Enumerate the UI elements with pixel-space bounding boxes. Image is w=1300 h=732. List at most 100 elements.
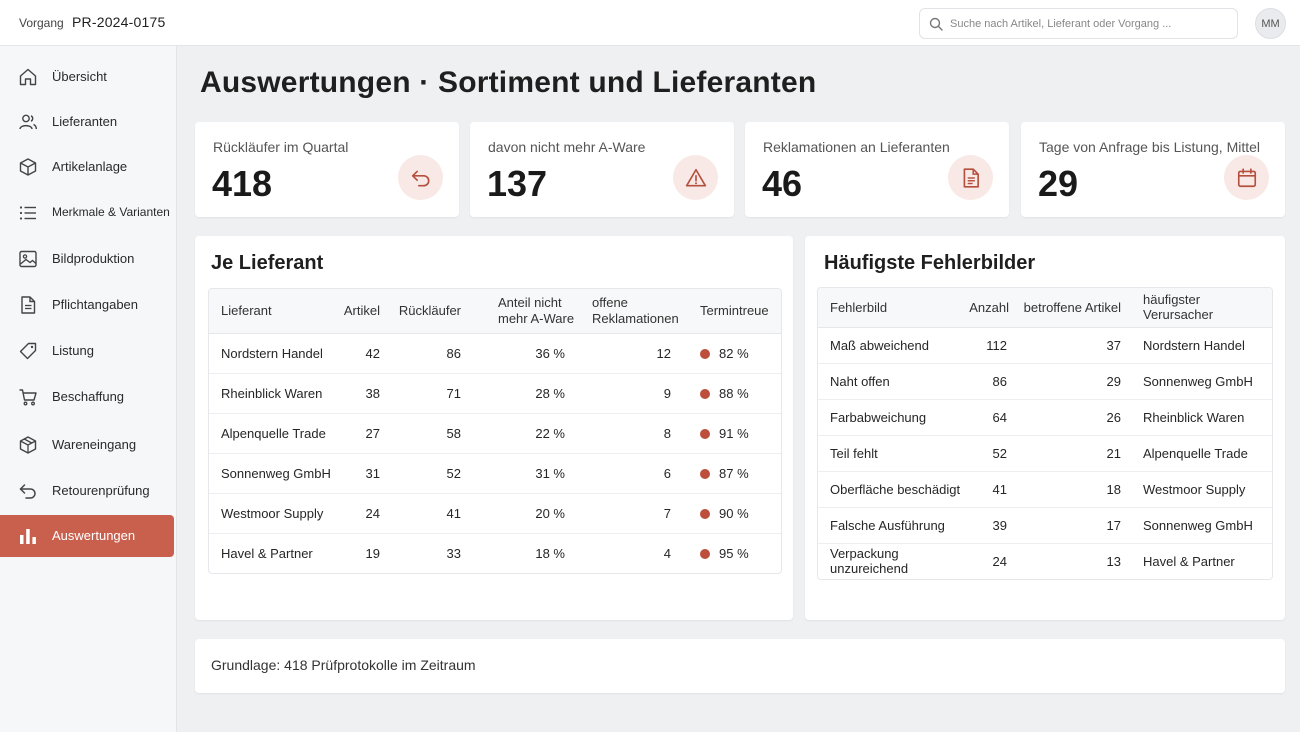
sidebar-item-uebersicht[interactable]: Übersicht <box>0 56 174 98</box>
table-row[interactable]: Sonnenweg GmbH 31 52 31 % 6 87 % <box>209 453 781 494</box>
breadcrumb-label: Vorgang <box>19 16 64 30</box>
kpi-label: davon nicht mehr A-Ware <box>488 139 646 155</box>
table-row[interactable]: Nordstern Handel 42 86 36 % 12 82 % <box>209 333 781 374</box>
sidebar-item-listung[interactable]: Listung <box>0 330 174 372</box>
cell-claims: 4 <box>663 545 671 561</box>
supplier-card: Je Lieferant Lieferant Artikel Rückläufe… <box>195 236 793 620</box>
sidebar-item-retourenpruefung[interactable]: Retourenprüfung <box>0 470 174 512</box>
cell-articles: 19 <box>365 545 380 561</box>
col-header-articles[interactable]: Artikel <box>332 289 390 334</box>
punctuality-value: 91 % <box>719 425 749 441</box>
cell-returns: 86 <box>390 333 472 374</box>
table-row[interactable]: Farbabweichung 64 26 Rheinblick Waren <box>818 399 1272 436</box>
sidebar-item-beschaffung[interactable]: Beschaffung <box>0 376 174 418</box>
top-bar: Vorgang PR-2024-0175 MM <box>0 0 1300 46</box>
cell-articles: 24 <box>332 493 390 534</box>
cell-defect: Farbabweichung <box>818 399 966 436</box>
sidebar-item-auswertungen[interactable]: Auswertungen <box>0 515 174 557</box>
footer-note: Grundlage: 418 Prüfprotokolle im Zeitrau… <box>211 657 476 673</box>
col-header-affected-articles[interactable]: betroffene Artikel <box>1019 288 1131 328</box>
col-header-punctuality[interactable]: Termintreue <box>687 289 781 334</box>
col-header-defect[interactable]: Fehlerbild <box>818 288 966 328</box>
cell-affected-articles: 17 <box>1019 507 1131 544</box>
col-header-share-not-a-grade[interactable]: Anteil nicht mehr A-Ware <box>472 289 579 334</box>
table-row[interactable]: Naht offen 86 29 Sonnenweg GmbH <box>818 363 1272 400</box>
col-header-supplier[interactable]: Lieferant <box>209 289 332 334</box>
kpi-value: 137 <box>487 163 548 204</box>
cell-punctuality: 91 % <box>687 413 781 454</box>
table-row[interactable]: Verpackung unzureichend 24 13 Havel & Pa… <box>818 543 1272 579</box>
table-row[interactable]: Falsche Ausführung 39 17 Sonnenweg GmbH <box>818 507 1272 544</box>
col-header-open-claims[interactable]: offene Reklamationen <box>579 289 687 334</box>
table-row[interactable]: Havel & Partner 19 33 18 % 4 95 % <box>209 533 781 573</box>
cell-share: 28 % <box>472 373 579 414</box>
cell-affected-articles: 26 <box>1019 399 1131 436</box>
sidebar-item-label: Wareneingang <box>52 437 137 452</box>
punctuality-value: 87 % <box>719 465 749 481</box>
col-header-count[interactable]: Anzahl <box>966 288 1019 328</box>
warning-icon <box>673 155 718 200</box>
defects-table: Fehlerbild Anzahl betroffene Artikel häu… <box>817 287 1273 580</box>
col-header-returns[interactable]: Rückläufer <box>390 289 472 334</box>
cell-claims: 8 <box>579 413 687 454</box>
sidebar-item-merkmale-varianten[interactable]: Merkmale & Varianten <box>0 192 174 234</box>
cell-share: 22 % <box>472 413 579 454</box>
cell-punctuality: 88 % <box>687 373 781 414</box>
sidebar-item-lieferanten[interactable]: Lieferanten <box>0 101 174 143</box>
cell-defect: Maß abweichend <box>818 327 966 364</box>
cell-defect: Oberfläche beschädigt <box>818 471 966 508</box>
kpi-value: 46 <box>762 163 803 204</box>
cell-supplier: Sonnenweg GmbH <box>209 453 332 494</box>
sidebar-item-label: Retourenprüfung <box>52 483 150 498</box>
cell-affected-articles: 37 <box>1019 327 1131 364</box>
cell-claims: 6 <box>579 453 687 494</box>
table-row[interactable]: Oberfläche beschädigt 41 18 Westmoor Sup… <box>818 471 1272 508</box>
table-row[interactable]: Alpenquelle Trade 27 58 22 % 8 91 % <box>209 413 781 454</box>
cell-returns: 41 <box>390 493 472 534</box>
cart-icon <box>19 389 37 406</box>
table-row[interactable]: Rheinblick Waren 38 71 28 % 9 88 % <box>209 373 781 414</box>
supplier-card-title: Je Lieferant <box>211 252 324 274</box>
cell-articles: 38 <box>332 373 390 414</box>
table-row[interactable]: Teil fehlt 52 21 Alpenquelle Trade <box>818 435 1272 472</box>
image-icon <box>19 250 37 268</box>
kpi-label: Tage von Anfrage bis Listung, Mittel <box>1039 139 1261 155</box>
sidebar-item-wareneingang[interactable]: Wareneingang <box>0 424 174 466</box>
punctuality-value: 82 % <box>719 345 749 361</box>
cell-count: 24 <box>992 553 1007 569</box>
kpi-label: Rückläufer im Quartal <box>213 139 349 155</box>
cell-main-cause: Sonnenweg GmbH <box>1131 363 1272 400</box>
cell-punctuality: 82 % <box>687 333 781 374</box>
cell-supplier: Westmoor Supply <box>209 493 332 534</box>
punctuality-value: 88 % <box>719 385 749 401</box>
page-title: Auswertungen · Sortiment und Lieferanten <box>200 66 817 99</box>
status-dot <box>700 428 710 439</box>
process-id[interactable]: PR-2024-0175 <box>72 14 166 30</box>
cell-main-cause: Westmoor Supply <box>1131 471 1272 508</box>
status-dot <box>700 388 710 399</box>
col-header-main-cause[interactable]: häufigster Verursacher <box>1131 288 1272 328</box>
search-icon <box>929 17 943 31</box>
package-icon <box>19 436 37 454</box>
sidebar-item-bildproduktion[interactable]: Bildproduktion <box>0 238 174 280</box>
cell-punctuality: 87 % <box>687 453 781 494</box>
cell-returns: 58 <box>390 413 472 454</box>
cell-supplier: Nordstern Handel <box>209 333 332 374</box>
document-icon <box>21 296 36 314</box>
cell-returns: 33 <box>446 545 461 561</box>
kpi-card-claims: Reklamationen an Lieferanten 46 <box>745 122 1009 217</box>
home-icon <box>19 68 37 86</box>
return-icon <box>398 155 443 200</box>
search-input[interactable] <box>950 14 1230 34</box>
table-row[interactable]: Maß abweichend 112 37 Nordstern Handel <box>818 327 1272 364</box>
search-box[interactable] <box>919 8 1238 39</box>
cell-count: 64 <box>966 399 1019 436</box>
table-row[interactable]: Westmoor Supply 24 41 20 % 7 90 % <box>209 493 781 534</box>
defects-card: Häufigste Fehlerbilder Fehlerbild Anzahl… <box>805 236 1285 620</box>
avatar[interactable]: MM <box>1255 8 1286 39</box>
tag-icon <box>19 342 37 360</box>
footer-card: Grundlage: 418 Prüfprotokolle im Zeitrau… <box>195 639 1285 693</box>
sidebar-item-pflichtangaben[interactable]: Pflichtangaben <box>0 284 174 326</box>
cell-affected-articles: 21 <box>1019 435 1131 472</box>
sidebar-item-artikelanlage[interactable]: Artikelanlage <box>0 146 174 188</box>
